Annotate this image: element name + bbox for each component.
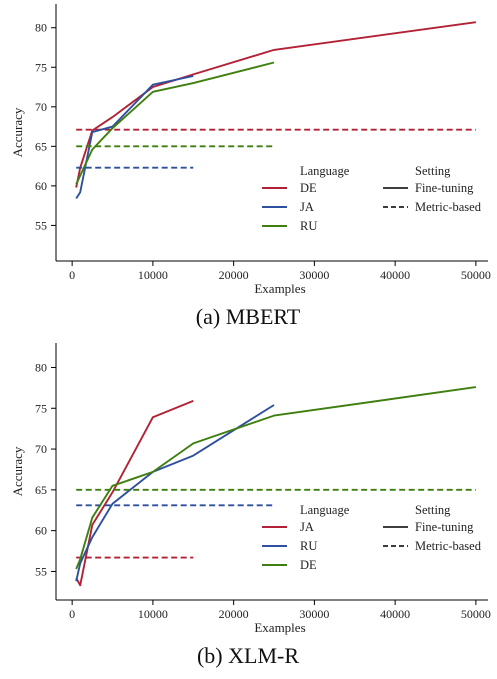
y-tick-label: 80 bbox=[35, 21, 47, 35]
x-tick-label: 0 bbox=[69, 607, 75, 621]
y-tick-label: 55 bbox=[35, 218, 47, 232]
legend-title-setting: Setting bbox=[415, 503, 451, 517]
series-line-ja-fine-tuning bbox=[75, 75, 194, 200]
y-axis-title: Accuracy bbox=[10, 446, 25, 496]
y-tick-label: 60 bbox=[35, 524, 47, 538]
legend-label-ja: JA bbox=[300, 200, 314, 214]
series-line-ja-fine-tuning bbox=[75, 400, 194, 587]
x-tick-label: 20000 bbox=[219, 607, 249, 621]
series-line-ru-fine-tuning bbox=[75, 404, 275, 582]
x-axis-title: Examples bbox=[254, 620, 305, 635]
legend-label-fine-tuning: Fine-tuning bbox=[415, 520, 474, 534]
chart-xlmr: 0 10000 20000 30000 40000 50000 55 60 65 70 75 80 Ex… bbox=[10, 343, 491, 668]
chart-panel-mbert: 0 10000 20000 30000 40000 50000 55 60 65 70 75 80 Ex… bbox=[10, 4, 491, 329]
series-line-de-fine-tuning bbox=[75, 386, 477, 570]
x-tick-label: 10000 bbox=[138, 268, 168, 282]
legend-label-fine-tuning: Fine-tuning bbox=[415, 181, 474, 195]
x-tick-label: 30000 bbox=[299, 268, 329, 282]
x-axis-title: Examples bbox=[254, 281, 305, 296]
y-tick-label: 75 bbox=[35, 60, 47, 74]
chart-caption: (b) XLM-R bbox=[197, 643, 299, 668]
chart-panel-xlmr: 0 10000 20000 30000 40000 50000 55 60 65 70 75 80 Ex… bbox=[0, 339, 497, 679]
x-tick-label: 40000 bbox=[380, 607, 410, 621]
legend-label-metric-based: Metric-based bbox=[415, 200, 482, 214]
x-tick-label: 50000 bbox=[461, 607, 491, 621]
chart-caption: (a) MBERT bbox=[196, 304, 301, 329]
x-tick-label: 40000 bbox=[380, 268, 410, 282]
series-line-ru-fine-tuning bbox=[75, 61, 275, 185]
legend-label-metric-based: Metric-based bbox=[415, 539, 482, 553]
legend-label-de: DE bbox=[300, 181, 317, 195]
x-tick-label: 0 bbox=[69, 268, 75, 282]
x-tick-label: 10000 bbox=[138, 607, 168, 621]
y-axis-title: Accuracy bbox=[10, 107, 25, 157]
x-tick-label: 50000 bbox=[461, 268, 491, 282]
legend-label-ja: JA bbox=[300, 520, 314, 534]
x-tick-label: 20000 bbox=[219, 268, 249, 282]
x-tick-label: 30000 bbox=[299, 607, 329, 621]
chart-mbert: 0 10000 20000 30000 40000 50000 55 60 65 70 75 80 Ex… bbox=[10, 4, 491, 329]
y-tick-label: 80 bbox=[35, 360, 47, 374]
legend-label-ru: RU bbox=[300, 219, 317, 233]
y-tick-label: 75 bbox=[35, 401, 47, 415]
legend-title-language: Language bbox=[300, 503, 350, 517]
legend-label-de: DE bbox=[300, 558, 317, 572]
y-tick-label: 65 bbox=[35, 483, 47, 497]
y-tick-label: 70 bbox=[35, 100, 47, 114]
y-tick-label: 60 bbox=[35, 179, 47, 193]
legend-label-ru: RU bbox=[300, 539, 317, 553]
y-tick-label: 55 bbox=[35, 564, 47, 578]
series-line-de-fine-tuning bbox=[75, 21, 477, 188]
y-tick-label: 65 bbox=[35, 139, 47, 153]
legend-title-setting: Setting bbox=[415, 164, 451, 178]
y-tick-label: 70 bbox=[35, 442, 47, 456]
legend-title-language: Language bbox=[300, 164, 350, 178]
